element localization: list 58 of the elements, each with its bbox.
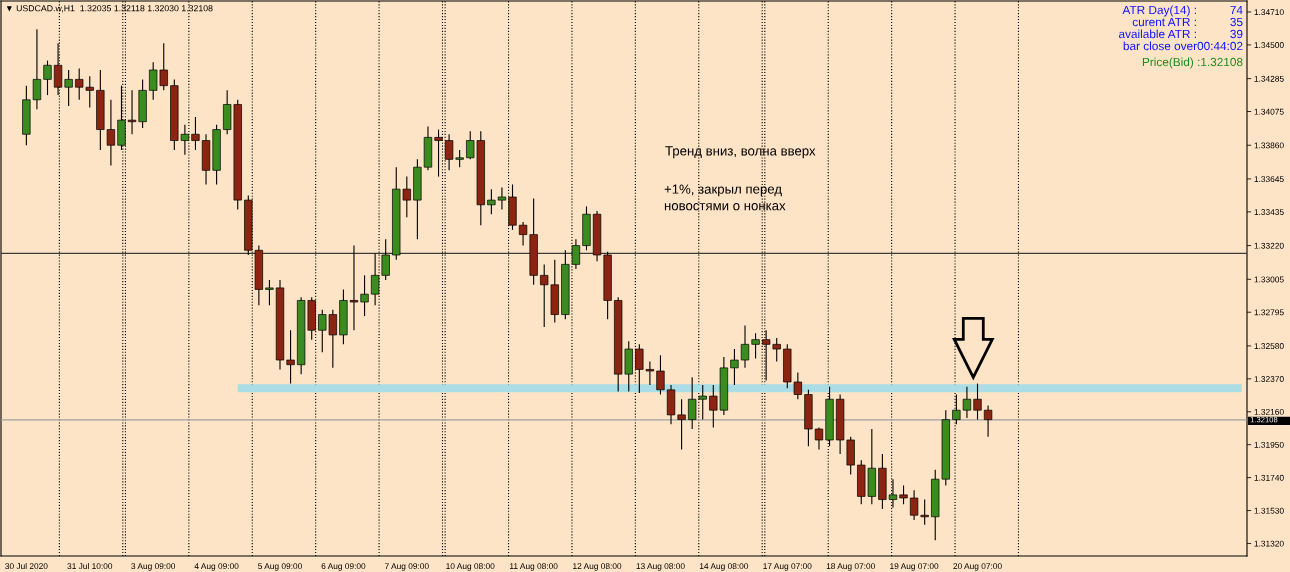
x-tick-label: 12 Aug 08:00 [573, 563, 622, 571]
candlestick [740, 324, 750, 369]
x-tick-label: 3 Aug 09:00 [131, 563, 176, 571]
y-tick-label: 1.34500 [1254, 42, 1284, 48]
chart-title: ▼ USDCAD.w,H1 1.32035 1.32118 1.32030 1.32108 [6, 5, 213, 13]
annotation: 74 [1230, 5, 1243, 15]
x-tick-label: 13 Aug 08:00 [636, 563, 685, 571]
candlestick [286, 329, 295, 385]
annotation: 39 [1230, 29, 1243, 39]
y-tick-label: 1.32580 [1254, 343, 1284, 350]
candlestick [677, 398, 686, 450]
candlestick [265, 279, 274, 306]
annotation: ATR Day(14) : [1122, 5, 1196, 17]
y-tick-label: 1.31740 [1254, 474, 1284, 481]
candlestick [43, 60, 52, 96]
y-tick-label: 1.32160 [1254, 408, 1284, 415]
y-tick-label: 1.32370 [1254, 376, 1284, 382]
annotation: available ATR : [1118, 29, 1196, 39]
annotation: bar close over00:44:02 [1123, 41, 1243, 51]
y-tick-label: 1.33005 [1254, 276, 1284, 283]
x-tick-label: 14 Aug 08:00 [699, 563, 749, 571]
x-tick-label: 18 Aug 07:00 [826, 563, 875, 571]
x-tick-label: 30 Jul 2020 [5, 562, 48, 570]
x-tick-label: 5 Aug 09:00 [258, 563, 302, 571]
x-tick-label: 17 Aug 07:00 [763, 563, 812, 571]
y-tick-label: 1.33645 [1254, 176, 1284, 183]
x-tick-label: 6 Aug 09:00 [321, 563, 366, 571]
y-tick-label: 1.34710 [1254, 9, 1284, 16]
candlestick [814, 426, 824, 450]
x-tick-label: 10 Aug 08:00 [446, 563, 495, 571]
y-tick-label: 1.34075 [1254, 108, 1284, 115]
x-tick-label: 31 Jul 10:00 [67, 562, 113, 570]
y-tick-label: 1.33435 [1254, 209, 1284, 215]
y-tick-label: 1.31530 [1254, 507, 1284, 514]
x-tick-label: 19 Aug 07:00 [890, 563, 939, 571]
candlestick [349, 245, 359, 331]
y-tick-label: 1.31950 [1254, 441, 1284, 448]
y-tick-label: 1.32795 [1254, 309, 1284, 316]
candlestick [751, 332, 760, 360]
x-tick-label: 7 Aug 09:00 [385, 563, 429, 571]
x-tick-label: 11 Aug 08:00 [510, 563, 558, 571]
annotation: Price(Bid) :1.32108 [1142, 57, 1243, 69]
y-tick-label: 1.34285 [1254, 75, 1284, 82]
annotation: 35 [1230, 17, 1243, 27]
y-tick-label: 1.33860 [1254, 142, 1284, 149]
candlestick [983, 404, 993, 438]
x-tick-label: 20 Aug 07:00 [953, 563, 1002, 571]
y-tick-label: 1.31320 [1254, 540, 1284, 547]
candlestick [899, 484, 908, 505]
candlestick [656, 354, 665, 396]
y-tick-label: 1.33220 [1254, 242, 1284, 249]
x-tick-label: 4 Aug 09:00 [194, 563, 239, 571]
annotation: +1%, закрыл перед новостями о нонках [664, 184, 786, 211]
annotation: curent ATR : [1132, 17, 1196, 27]
candlestick [360, 274, 369, 317]
candlestick [973, 382, 982, 421]
candlestick [730, 348, 739, 386]
annotation: Тренд вниз, волна вверх [665, 146, 816, 159]
